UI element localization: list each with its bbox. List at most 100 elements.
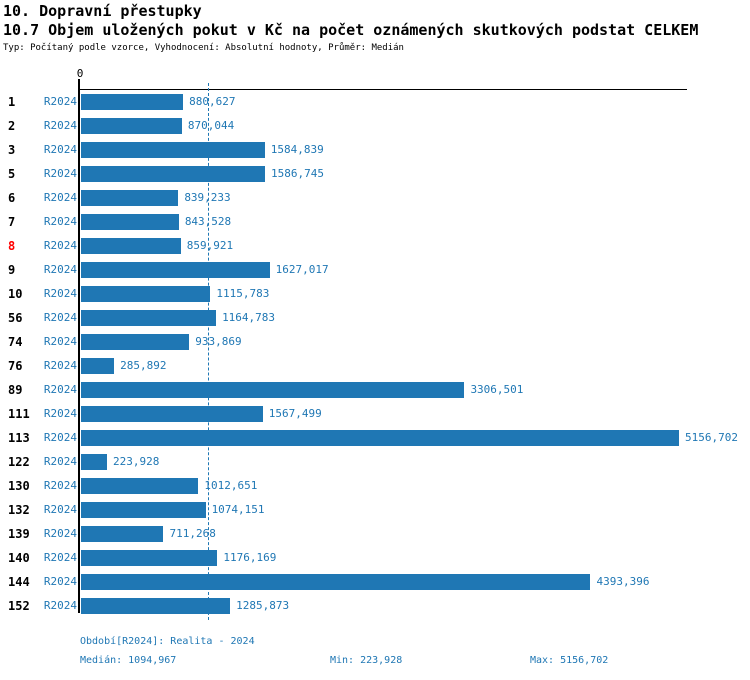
row-category-label: 144 (8, 575, 30, 589)
bar (81, 286, 211, 302)
row-series-label: R2024 (43, 95, 77, 108)
chart-row-6: 6 R2024 839,233 (0, 186, 750, 210)
row-series-label: R2024 (43, 239, 77, 252)
bar (81, 478, 199, 494)
bar-value-label: 1115,783 (216, 287, 270, 300)
bar-value-label: 1584,839 (270, 143, 324, 156)
chart-row-140: 140 R2024 1176,169 (0, 546, 750, 570)
bar (81, 358, 115, 374)
chart-row-132: 132 R2024 1074,151 (0, 498, 750, 522)
bar (81, 598, 231, 614)
bar-value-label: 1012,651 (204, 479, 258, 492)
bar (81, 142, 265, 158)
bar (81, 238, 181, 254)
footer-period: Období[R2024]: Realita - 2024 (80, 636, 255, 647)
bar (81, 382, 465, 398)
row-series-label: R2024 (43, 359, 77, 372)
bar-value-label: 223,928 (112, 455, 160, 468)
row-category-label: 132 (8, 503, 30, 517)
row-series-label: R2024 (43, 599, 77, 612)
chart-row-152: 152 R2024 1285,873 (0, 594, 750, 618)
row-category-label: 9 (8, 263, 16, 277)
bar (81, 334, 190, 350)
row-series-label: R2024 (43, 143, 77, 156)
bar (81, 94, 184, 110)
bar-chart: 0 1 R2024 880,627 2 R2024 870,044 3 R2024 1584,8… (0, 67, 750, 620)
row-series-label: R2024 (43, 383, 77, 396)
bar-value-label: 1074,151 (211, 503, 265, 516)
row-series-label: R2024 (43, 551, 77, 564)
bar (81, 262, 270, 278)
chart-row-111: 111 R2024 1567,499 (0, 402, 750, 426)
chart-row-9: 9 R2024 1627,017 (0, 258, 750, 282)
bar-value-label: 1164,783 (222, 311, 276, 324)
chart-row-1: 1 R2024 880,627 (0, 90, 750, 114)
row-category-label: 74 (8, 335, 23, 349)
row-series-label: R2024 (43, 527, 77, 540)
row-category-label: 122 (8, 455, 30, 469)
chart-row-56: 56 R2024 1164,783 (0, 306, 750, 330)
bar (81, 190, 179, 206)
row-category-label: 2 (8, 119, 16, 133)
row-series-label: R2024 (43, 287, 77, 300)
bar (81, 526, 164, 542)
report-subtitle: 10.7 Objem uložených pokut v Kč na počet… (3, 21, 699, 39)
row-series-label: R2024 (43, 311, 77, 324)
bar (81, 454, 107, 470)
row-category-label: 111 (8, 407, 30, 421)
row-series-label: R2024 (43, 479, 77, 492)
row-category-label: 89 (8, 383, 23, 397)
bar-value-label: 1176,169 (223, 551, 277, 564)
footer-min-stat: Min: 223,928 (330, 655, 403, 666)
row-category-label: 10 (8, 287, 23, 301)
bar-value-label: 5156,702 (685, 431, 738, 444)
footer-median-stat: Medián: 1094,967 (80, 655, 177, 666)
bar-value-label: 880,627 (189, 95, 236, 108)
row-category-label: 130 (8, 479, 30, 493)
bar-value-label: 711,268 (169, 527, 216, 540)
bar-value-label: 1285,873 (236, 599, 290, 612)
chart-row-144: 144 R2024 4393,396 (0, 570, 750, 594)
row-series-label: R2024 (43, 431, 77, 444)
bar-value-label: 870,044 (187, 119, 235, 132)
row-category-label: 7 (8, 215, 16, 229)
chart-row-7: 7 R2024 843,528 (0, 210, 750, 234)
chart-row-74: 74 R2024 933,869 (0, 330, 750, 354)
row-category-label: 152 (8, 599, 30, 613)
bar (81, 430, 679, 446)
bar-value-label: 285,892 (120, 359, 167, 372)
bar-value-label: 839,233 (184, 191, 231, 204)
bar (81, 502, 206, 518)
y-axis-line (78, 79, 80, 613)
bar-value-label: 933,869 (195, 335, 242, 348)
row-series-label: R2024 (43, 215, 77, 228)
row-category-label: 56 (8, 311, 23, 325)
row-category-label: 140 (8, 551, 30, 565)
footer-max-stat: Max: 5156,702 (530, 655, 609, 666)
bar (81, 574, 591, 590)
x-axis-line (78, 89, 687, 90)
chart-row-2: 2 R2024 870,044 (0, 114, 750, 138)
axis-zero-label: 0 (76, 67, 84, 80)
row-series-label: R2024 (43, 455, 77, 468)
row-category-label: 6 (8, 191, 16, 205)
chart-row-89: 89 R2024 3306,501 (0, 378, 750, 402)
row-category-label: 76 (8, 359, 23, 373)
row-category-label: 5 (8, 167, 16, 181)
row-category-label: 113 (8, 431, 30, 445)
bar-value-label: 1627,017 (275, 263, 329, 276)
chart-row-130: 130 R2024 1012,651 (0, 474, 750, 498)
chart-row-5: 5 R2024 1586,745 (0, 162, 750, 186)
row-series-label: R2024 (43, 335, 77, 348)
row-series-label: R2024 (43, 167, 77, 180)
bar-value-label: 1567,499 (268, 407, 322, 420)
bar (81, 406, 263, 422)
chart-row-8: 8 R2024 859,921 (0, 234, 750, 258)
row-category-label: 1 (8, 95, 16, 109)
row-series-label: R2024 (43, 263, 77, 276)
bar (81, 166, 265, 182)
row-series-label: R2024 (43, 119, 77, 132)
report-meta: Typ: Počítaný podle vzorce, Vyhodnocení:… (3, 43, 404, 53)
bar-value-label: 1586,745 (271, 167, 324, 180)
